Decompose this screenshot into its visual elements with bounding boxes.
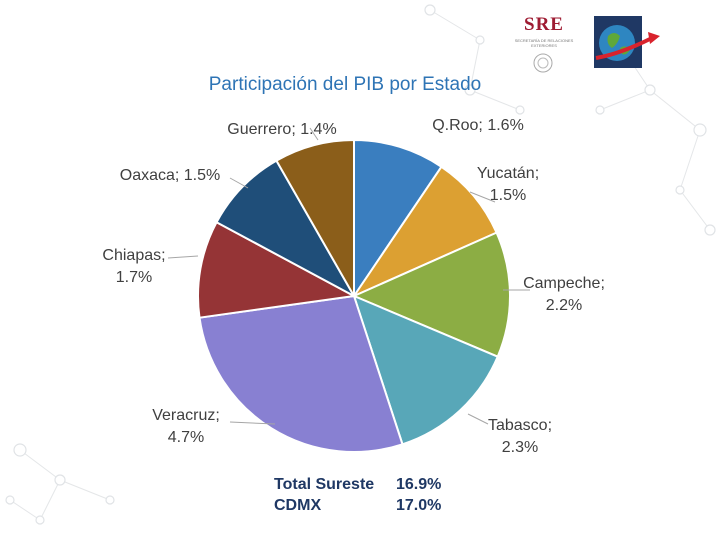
sre-logo-text: SRE [524,14,564,35]
totals-label: CDMX [274,497,322,514]
pie-slice [352,294,500,446]
eagle-seal-icon [533,53,553,73]
pie-slice [215,159,357,299]
slice-label: Q.Roo; 1.6% [432,117,524,134]
leader-line [229,177,249,189]
pie-slice [275,138,355,300]
pie-slice [353,138,443,300]
pie-slice [197,220,358,319]
leader-line [309,127,319,141]
totals-value: 17.0% [396,497,442,514]
pie-slice [351,231,511,359]
pie-slice [351,165,498,299]
leader-line [167,255,199,259]
sre-logo-subtext: SECRETARÍA DE RELACIONES EXTERIORES [514,38,574,48]
totals-row-cdmx: CDMX 17.0% [274,495,441,516]
globe-arrow-logo-icon [594,16,660,68]
leader-line [229,421,276,425]
slice-label: Campeche; 2.2% [523,275,605,314]
slice-label: Tabasco; 2.3% [488,417,552,456]
leader-line [469,191,496,203]
slice-label: Chiapas; 1.7% [102,247,165,286]
slice-label: Yucatán; 1.5% [477,165,539,204]
totals-row-sureste: Total Sureste 16.9% [274,474,441,495]
totals-value: 16.9% [396,476,442,493]
totals-box: Total Sureste 16.9% CDMX 17.0% [274,474,441,516]
slice-label: Veracruz; 4.7% [152,407,220,446]
sre-logo: SRE SECRETARÍA DE RELACIONES EXTERIORES [506,14,582,76]
pie-slice [198,294,404,453]
totals-label: Total Sureste [274,476,375,493]
slice-label: Guerrero; 1.4% [227,121,336,138]
leader-line [467,413,489,425]
chart-title: Participación del PIB por Estado [208,74,482,95]
slice-label: Oaxaca; 1.5% [120,167,221,184]
